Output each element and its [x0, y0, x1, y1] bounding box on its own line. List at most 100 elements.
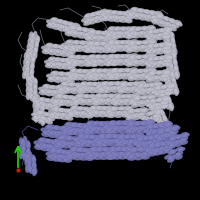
- Ellipse shape: [75, 48, 83, 52]
- Ellipse shape: [87, 42, 95, 47]
- Ellipse shape: [63, 108, 71, 113]
- Ellipse shape: [107, 107, 115, 111]
- Ellipse shape: [169, 19, 177, 24]
- Ellipse shape: [96, 59, 104, 63]
- Ellipse shape: [91, 37, 99, 42]
- Ellipse shape: [108, 40, 116, 44]
- Ellipse shape: [29, 166, 33, 174]
- Ellipse shape: [63, 131, 72, 136]
- Ellipse shape: [86, 128, 95, 133]
- Ellipse shape: [94, 111, 102, 115]
- Ellipse shape: [91, 73, 99, 77]
- Ellipse shape: [25, 165, 29, 173]
- Ellipse shape: [162, 70, 167, 78]
- Ellipse shape: [51, 146, 60, 151]
- Ellipse shape: [129, 100, 137, 104]
- Ellipse shape: [107, 93, 115, 98]
- Ellipse shape: [182, 133, 190, 138]
- Ellipse shape: [33, 83, 37, 91]
- Ellipse shape: [102, 82, 110, 86]
- Ellipse shape: [79, 156, 88, 161]
- Ellipse shape: [117, 125, 126, 130]
- Ellipse shape: [52, 148, 61, 153]
- Ellipse shape: [121, 45, 129, 49]
- Ellipse shape: [135, 152, 144, 157]
- Ellipse shape: [45, 103, 53, 107]
- Ellipse shape: [65, 87, 73, 91]
- Ellipse shape: [101, 13, 109, 17]
- Ellipse shape: [153, 138, 162, 143]
- Ellipse shape: [163, 45, 171, 50]
- Ellipse shape: [137, 69, 145, 73]
- Ellipse shape: [111, 98, 119, 102]
- Ellipse shape: [59, 127, 68, 132]
- Ellipse shape: [157, 129, 166, 135]
- Ellipse shape: [134, 121, 143, 126]
- Ellipse shape: [155, 97, 163, 102]
- Ellipse shape: [141, 108, 149, 113]
- Ellipse shape: [155, 82, 163, 87]
- Ellipse shape: [151, 75, 159, 79]
- Ellipse shape: [73, 142, 82, 147]
- Ellipse shape: [98, 113, 106, 117]
- Ellipse shape: [142, 68, 150, 73]
- Ellipse shape: [146, 98, 153, 103]
- Ellipse shape: [121, 75, 129, 80]
- Ellipse shape: [158, 128, 167, 133]
- Ellipse shape: [132, 48, 140, 52]
- Ellipse shape: [162, 62, 170, 67]
- Ellipse shape: [87, 123, 96, 128]
- Ellipse shape: [117, 98, 125, 103]
- Ellipse shape: [54, 86, 62, 90]
- Ellipse shape: [86, 82, 94, 86]
- Ellipse shape: [157, 121, 162, 128]
- Ellipse shape: [100, 89, 108, 94]
- Ellipse shape: [58, 136, 67, 141]
- Ellipse shape: [93, 76, 101, 80]
- Ellipse shape: [90, 63, 98, 67]
- Ellipse shape: [147, 90, 155, 94]
- Ellipse shape: [108, 54, 116, 58]
- Ellipse shape: [86, 142, 95, 147]
- Ellipse shape: [38, 138, 47, 143]
- Ellipse shape: [167, 69, 172, 77]
- Ellipse shape: [87, 139, 96, 144]
- Ellipse shape: [86, 41, 94, 46]
- Ellipse shape: [115, 82, 123, 86]
- Ellipse shape: [161, 47, 169, 52]
- Ellipse shape: [124, 113, 132, 117]
- Ellipse shape: [107, 55, 115, 59]
- Ellipse shape: [140, 59, 148, 63]
- Ellipse shape: [43, 130, 52, 135]
- Ellipse shape: [36, 36, 40, 44]
- Ellipse shape: [113, 93, 121, 97]
- Ellipse shape: [98, 152, 107, 157]
- Ellipse shape: [90, 146, 99, 151]
- Ellipse shape: [36, 109, 41, 117]
- Ellipse shape: [138, 13, 146, 17]
- Ellipse shape: [110, 125, 119, 130]
- Ellipse shape: [22, 143, 26, 151]
- Ellipse shape: [64, 89, 72, 94]
- Ellipse shape: [49, 49, 57, 53]
- Ellipse shape: [143, 146, 152, 151]
- Ellipse shape: [172, 126, 180, 131]
- Ellipse shape: [88, 134, 97, 139]
- Ellipse shape: [131, 59, 139, 63]
- Ellipse shape: [128, 28, 136, 32]
- Ellipse shape: [51, 140, 60, 145]
- Ellipse shape: [161, 96, 169, 100]
- Ellipse shape: [134, 76, 142, 81]
- Ellipse shape: [56, 91, 64, 96]
- Ellipse shape: [149, 99, 157, 104]
- Ellipse shape: [113, 27, 121, 31]
- Ellipse shape: [162, 114, 167, 122]
- Ellipse shape: [82, 28, 90, 33]
- Ellipse shape: [103, 98, 111, 102]
- Ellipse shape: [82, 94, 90, 98]
- Ellipse shape: [90, 86, 98, 91]
- Ellipse shape: [136, 91, 144, 96]
- Ellipse shape: [87, 69, 95, 73]
- Ellipse shape: [132, 73, 140, 77]
- Ellipse shape: [161, 102, 166, 109]
